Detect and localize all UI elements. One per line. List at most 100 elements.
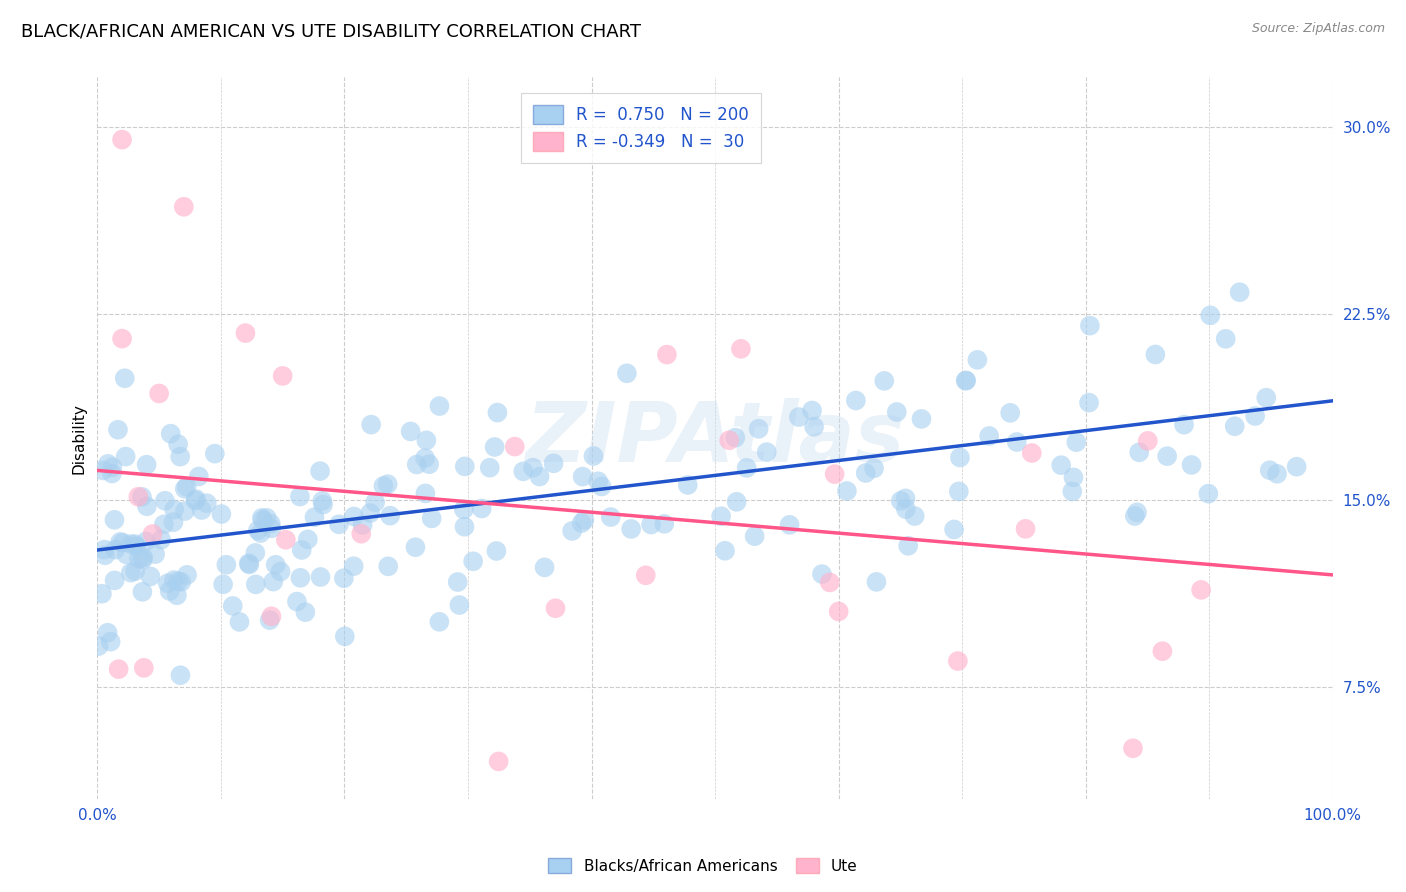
Point: [103, 513, 125, 527]
Point: [135, 458, 157, 472]
Point: [571, 469, 593, 483]
Point: [249, 526, 271, 541]
Point: [169, 668, 191, 682]
Point: [1078, 318, 1101, 333]
Point: [333, 571, 356, 585]
Point: [744, 529, 766, 543]
Point: [176, 480, 198, 494]
Point: [190, 503, 212, 517]
Point: [718, 434, 741, 448]
Point: [894, 502, 917, 516]
Point: [170, 574, 193, 589]
Point: [246, 524, 269, 538]
Point: [100, 634, 122, 648]
Point: [640, 517, 662, 532]
Point: [245, 577, 267, 591]
Point: [260, 609, 283, 624]
Point: [163, 502, 186, 516]
Point: [486, 406, 509, 420]
Point: [235, 326, 257, 340]
Point: [290, 571, 312, 585]
Point: [1062, 470, 1084, 484]
Point: [132, 552, 155, 566]
Point: [212, 577, 235, 591]
Point: [111, 332, 134, 346]
Point: [676, 478, 699, 492]
Point: [634, 568, 657, 582]
Point: [184, 492, 207, 507]
Point: [1156, 449, 1178, 463]
Point: [167, 437, 190, 451]
Point: [104, 542, 127, 557]
Point: [1197, 486, 1219, 500]
Point: [167, 574, 190, 589]
Point: [262, 574, 284, 589]
Point: [350, 526, 373, 541]
Point: [153, 493, 176, 508]
Point: [1215, 332, 1237, 346]
Point: [228, 615, 250, 629]
Point: [620, 522, 643, 536]
Point: [111, 133, 134, 147]
Point: [453, 519, 475, 533]
Point: [1066, 435, 1088, 450]
Point: [1244, 409, 1267, 423]
Point: [1173, 417, 1195, 432]
Point: [420, 511, 443, 525]
Point: [209, 507, 232, 521]
Point: [1078, 395, 1101, 409]
Point: [429, 399, 451, 413]
Point: [904, 509, 927, 524]
Point: [404, 540, 426, 554]
Point: [124, 537, 146, 551]
Point: [260, 521, 283, 535]
Point: [512, 464, 534, 478]
Point: [1152, 644, 1174, 658]
Point: [288, 490, 311, 504]
Point: [215, 558, 238, 572]
Point: [173, 482, 195, 496]
Point: [955, 374, 977, 388]
Point: [779, 517, 801, 532]
Point: [187, 469, 209, 483]
Point: [1126, 505, 1149, 519]
Point: [897, 539, 920, 553]
Point: [599, 510, 621, 524]
Point: [176, 567, 198, 582]
Point: [309, 464, 332, 478]
Point: [150, 533, 173, 547]
Point: [1062, 484, 1084, 499]
Point: [128, 551, 150, 566]
Point: [979, 429, 1001, 443]
Point: [801, 403, 824, 417]
Point: [1021, 446, 1043, 460]
Point: [309, 570, 332, 584]
Point: [1005, 435, 1028, 450]
Point: [373, 479, 395, 493]
Point: [454, 459, 477, 474]
Point: [250, 511, 273, 525]
Point: [135, 500, 157, 514]
Point: [139, 569, 162, 583]
Point: [101, 467, 124, 481]
Point: [311, 494, 333, 508]
Point: [730, 342, 752, 356]
Point: [485, 544, 508, 558]
Point: [1180, 458, 1202, 472]
Point: [582, 449, 605, 463]
Point: [328, 517, 350, 532]
Point: [1285, 459, 1308, 474]
Point: [343, 509, 366, 524]
Point: [297, 533, 319, 547]
Point: [94, 548, 117, 562]
Point: [1223, 419, 1246, 434]
Point: [544, 601, 567, 615]
Point: [125, 539, 148, 553]
Point: [131, 585, 153, 599]
Point: [285, 594, 308, 608]
Point: [1229, 285, 1251, 300]
Point: [591, 479, 613, 493]
Y-axis label: Disability: Disability: [72, 402, 86, 474]
Point: [127, 490, 149, 504]
Point: [418, 457, 440, 471]
